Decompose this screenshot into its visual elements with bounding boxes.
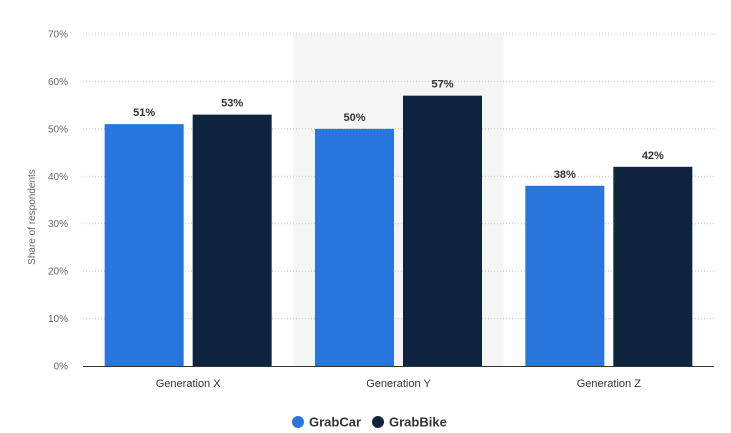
y-axis-title: Share of respondents <box>27 169 38 265</box>
bar-grabcar-generation-y[interactable] <box>315 128 394 366</box>
y-tick-label: 50% <box>48 124 68 135</box>
gridlines <box>83 33 714 320</box>
bar-grabbike-generation-y[interactable] <box>403 95 482 367</box>
legend-item-grabcar[interactable]: GrabCar <box>292 415 361 430</box>
y-tick-label: 60% <box>48 77 68 88</box>
data-label-grabcar-generation-z: 38% <box>554 169 576 181</box>
data-label-grabcar-generation-x: 51% <box>133 107 155 119</box>
y-axis-ticks: 0% 10% 20% 30% 40% 50% 60% 70% <box>48 30 68 373</box>
bar-grabbike-generation-x[interactable] <box>192 114 272 366</box>
legend-label: GrabBike <box>389 415 447 430</box>
x-category-label: Generation Y <box>366 378 431 390</box>
bar-grabbike-generation-z[interactable] <box>613 166 693 366</box>
y-tick-label: 10% <box>48 314 68 325</box>
legend-label: GrabCar <box>309 415 361 430</box>
bars <box>104 95 693 367</box>
data-labels: 51% 53% 50% 57% 38% 42% <box>133 79 664 181</box>
x-axis-categories: Generation X Generation Y Generation Z <box>156 378 641 390</box>
data-label-grabbike-generation-y: 57% <box>431 79 453 91</box>
y-tick-label: 20% <box>48 267 68 278</box>
data-label-grabbike-generation-x: 53% <box>221 98 243 110</box>
bar-grabcar-generation-x[interactable] <box>104 124 184 366</box>
x-category-label: Generation Z <box>577 378 641 390</box>
bar-grabcar-generation-z[interactable] <box>525 185 605 366</box>
x-category-label: Generation X <box>156 378 221 390</box>
legend-item-grabbike[interactable]: GrabBike <box>372 415 447 430</box>
y-tick-label: 0% <box>54 362 69 373</box>
y-tick-label: 70% <box>48 30 68 41</box>
legend-marker <box>372 416 384 428</box>
data-label-grabbike-generation-z: 42% <box>642 150 664 162</box>
legend-marker <box>292 416 304 428</box>
data-label-grabcar-generation-y: 50% <box>343 112 365 124</box>
y-tick-label: 40% <box>48 172 68 183</box>
legend: GrabCar GrabBike <box>292 415 447 430</box>
y-tick-label: 30% <box>48 219 68 230</box>
